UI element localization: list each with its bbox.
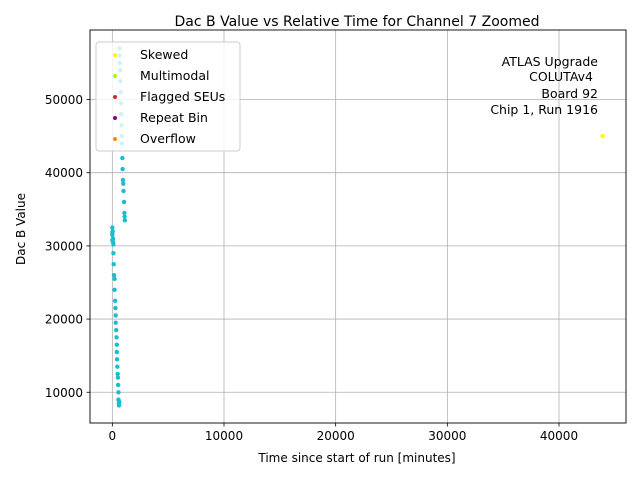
data-point-dac-b-value bbox=[112, 276, 117, 282]
data-point-dac-b-value bbox=[113, 313, 118, 318]
legend-label-overflow: Overflow bbox=[140, 131, 196, 146]
data-point-skewed bbox=[600, 133, 605, 139]
data-point-dac-b-value bbox=[122, 210, 127, 216]
legend-marker-overflow bbox=[113, 137, 117, 141]
data-point-dac-b-value bbox=[122, 214, 127, 219]
legend-marker-flagged-seus bbox=[113, 95, 117, 99]
data-point-dac-b-value bbox=[112, 298, 118, 303]
y-tick-label: 40000 bbox=[45, 166, 83, 180]
data-point-dac-b-value bbox=[112, 287, 117, 293]
data-point-dac-b-value bbox=[110, 229, 115, 234]
annotation-block: ATLAS Upgrade COLUTAv4 Board 92 Chip 1, … bbox=[490, 54, 598, 117]
data-point-dac-b-value bbox=[121, 199, 127, 205]
data-point-dac-b-value bbox=[114, 349, 120, 355]
y-tick-label: 50000 bbox=[45, 93, 83, 107]
annotation-line-4: Chip 1, Run 1916 bbox=[490, 102, 598, 117]
x-tick-label: 40000 bbox=[540, 429, 578, 443]
data-point-dac-b-value bbox=[111, 251, 116, 256]
legend-marker-multimodal bbox=[113, 74, 117, 78]
data-point-dac-b-value bbox=[115, 371, 120, 377]
data-point-dac-b-value bbox=[117, 399, 122, 404]
annotation-line-2: COLUTAv4 bbox=[529, 69, 593, 84]
annotation-line-1: ATLAS Upgrade bbox=[502, 54, 599, 69]
data-point-dac-b-value bbox=[114, 342, 120, 347]
y-axis-label: Dac B Value bbox=[14, 193, 28, 265]
x-tick-label: 0 bbox=[109, 429, 117, 443]
data-point-dac-b-value bbox=[111, 261, 116, 267]
legend-marker-skewed bbox=[113, 53, 117, 57]
data-point-dac-b-value bbox=[114, 327, 119, 333]
data-point-dac-b-value bbox=[115, 382, 121, 388]
data-point-dac-b-value bbox=[116, 390, 121, 395]
data-point-dac-b-value bbox=[115, 364, 120, 369]
legend-label-multimodal: Multimodal bbox=[140, 68, 209, 83]
data-point-dac-b-value bbox=[114, 357, 120, 362]
data-point-dac-b-value bbox=[116, 403, 122, 408]
data-point-dac-b-value bbox=[110, 225, 115, 230]
plot-frame bbox=[89, 29, 627, 424]
data-point-dac-b-value bbox=[113, 305, 118, 311]
x-tick-label: 10000 bbox=[205, 429, 243, 443]
data-point-dac-b-value bbox=[114, 335, 119, 340]
data-point-dac-b-value bbox=[113, 320, 118, 325]
x-tick-label: 30000 bbox=[428, 429, 466, 443]
data-point-dac-b-value bbox=[115, 375, 121, 380]
x-tick-label: 20000 bbox=[317, 429, 355, 443]
data-point-dac-b-value bbox=[120, 166, 125, 172]
legend-label-skewed: Skewed bbox=[140, 47, 188, 62]
data-point-dac-b-value bbox=[120, 155, 125, 161]
x-axis-label: Time since start of run [minutes] bbox=[257, 451, 455, 465]
data-point-dac-b-value bbox=[111, 272, 117, 278]
y-tick-label: 10000 bbox=[45, 386, 83, 400]
legend-marker-repeat-bin bbox=[113, 116, 117, 120]
axes: 0 10000 20000 30000 40000 10000 20000 30000 4000… bbox=[45, 93, 578, 443]
legend-box bbox=[95, 41, 241, 152]
data-point-dac-b-value bbox=[121, 181, 126, 186]
data-point-dac-b-value bbox=[121, 188, 126, 194]
annotation-line-3: Board 92 bbox=[541, 86, 598, 101]
data-point-dac-b-value bbox=[110, 236, 116, 241]
data-point-dac-b-value bbox=[111, 242, 116, 247]
legend-label-flagged-seus: Flagged SEUs bbox=[140, 89, 225, 104]
chart-title: Dac B Value vs Relative Time for Channel… bbox=[175, 14, 540, 30]
data-point-dac-b-value bbox=[120, 177, 126, 183]
y-tick-label: 30000 bbox=[45, 239, 83, 253]
data-point-dac-b-value bbox=[122, 218, 128, 223]
legend: Skewed Multimodal Flagged SEUs Repeat Bi… bbox=[95, 41, 241, 152]
legend-label-repeat-bin: Repeat Bin bbox=[140, 110, 208, 125]
y-tick-label: 20000 bbox=[45, 313, 83, 327]
